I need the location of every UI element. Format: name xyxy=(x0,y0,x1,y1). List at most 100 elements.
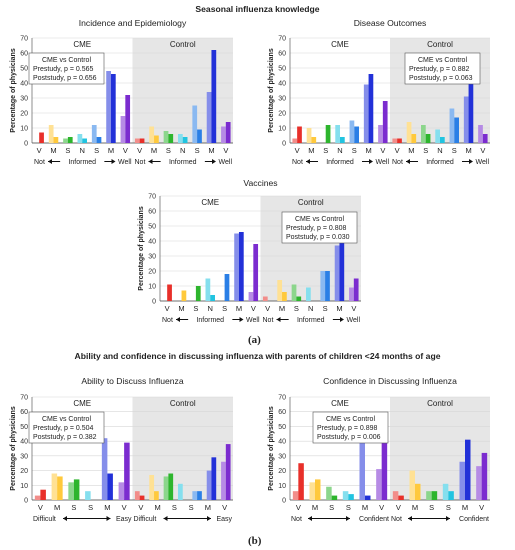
stats-header: CME vs Control xyxy=(42,57,91,64)
bar-poststudy xyxy=(211,50,217,143)
x-tick-label: M xyxy=(104,503,110,512)
bar-poststudy xyxy=(168,134,174,143)
bar-poststudy xyxy=(211,457,217,500)
group-label-control: Control xyxy=(427,399,453,408)
y-tick-label: 20 xyxy=(148,269,156,276)
x-tick-label: V xyxy=(479,503,484,512)
x-tick-label: M xyxy=(208,146,214,155)
stats-poststudy: Poststudy, p = 0.382 xyxy=(33,434,97,441)
bar-prestudy xyxy=(442,483,449,500)
x-tick-label: M xyxy=(365,146,371,155)
x-tick-label: S xyxy=(166,146,171,155)
axis-word-right: Well xyxy=(219,159,233,166)
bar-poststudy xyxy=(298,463,304,500)
x-tick-label: M xyxy=(236,304,242,313)
bar-prestudy xyxy=(134,138,140,143)
x-tick-label: S xyxy=(65,146,70,155)
x-tick-label: S xyxy=(71,503,76,512)
arrow-left-head xyxy=(163,516,168,521)
y-tick-label: 20 xyxy=(20,111,28,118)
bar-prestudy xyxy=(334,245,340,301)
x-tick-label: V xyxy=(37,146,42,155)
bar-prestudy xyxy=(85,491,91,500)
section-a-letter: (a) xyxy=(248,334,261,346)
group-label-control: Control xyxy=(170,399,196,408)
x-tick-label: N xyxy=(180,146,185,155)
chart-title: Disease Outcomes xyxy=(354,18,427,28)
chart-title: Vaccines xyxy=(243,178,277,188)
bar-prestudy xyxy=(349,120,355,143)
y-tick-label: 50 xyxy=(20,424,28,431)
bar-prestudy xyxy=(320,271,326,301)
y-tick-label: 20 xyxy=(278,111,286,118)
bar-prestudy xyxy=(248,292,254,301)
y-axis-label: Percentage of physicians xyxy=(138,206,145,291)
y-tick-label: 30 xyxy=(20,453,28,460)
bar-poststudy xyxy=(325,271,330,301)
axis-word-left: Not xyxy=(291,516,302,523)
bar-poststudy xyxy=(125,95,131,143)
y-tick-label: 50 xyxy=(148,224,156,231)
group-label-control: Control xyxy=(170,40,196,49)
bar-poststudy xyxy=(82,138,87,143)
y-tick-label: 10 xyxy=(278,126,286,133)
x-tick-label: S xyxy=(193,304,198,313)
axis-word-left: Not xyxy=(162,317,173,324)
bar-poststudy xyxy=(297,126,302,143)
x-tick-label: M xyxy=(362,503,368,512)
y-tick-label: 10 xyxy=(148,284,156,291)
arrow-left-head xyxy=(48,159,52,164)
bar-poststudy xyxy=(210,295,215,301)
x-tick-label: M xyxy=(54,503,60,512)
bar-prestudy xyxy=(163,476,169,500)
x-tick-label: V xyxy=(138,503,143,512)
x-tick-label: V xyxy=(122,503,127,512)
bar-poststudy xyxy=(398,495,404,500)
arrow-right-head xyxy=(369,159,373,164)
y-tick-label: 20 xyxy=(20,468,28,475)
x-tick-label: M xyxy=(279,304,285,313)
x-tick-label: V xyxy=(480,146,485,155)
axis-word-left: Not xyxy=(34,159,45,166)
bar-prestudy xyxy=(234,233,239,301)
bar-prestudy xyxy=(134,491,140,500)
stats-box xyxy=(28,52,105,85)
arrow-left-head xyxy=(148,159,153,164)
axis-word-mid: Informed xyxy=(297,317,325,324)
stats-header: CME vs Control xyxy=(42,416,91,423)
bar-prestudy xyxy=(63,138,68,143)
y-tick-label: 30 xyxy=(278,453,286,460)
x-tick-label: N xyxy=(80,146,85,155)
axis-word-left: Not xyxy=(135,159,146,166)
bar-prestudy xyxy=(306,287,311,301)
arrow-right-head xyxy=(239,317,244,322)
chart-3: 0 10 20 30 40 50 60 70 Vaccines Percentage of phy… xyxy=(138,178,361,324)
bar-prestudy xyxy=(51,473,58,500)
x-tick-label: V xyxy=(251,304,256,313)
group-label-control: Control xyxy=(298,198,324,207)
x-tick-label: V xyxy=(295,146,300,155)
y-axis-label: Percentage of physicians xyxy=(10,48,17,133)
bar-poststudy xyxy=(40,489,46,500)
x-tick-label: V xyxy=(265,304,270,313)
y-tick-label: 10 xyxy=(278,483,286,490)
x-tick-label: S xyxy=(429,503,434,512)
section-b-title: Ability and confidence in discussing inf… xyxy=(74,351,441,361)
axis-word-right: Well xyxy=(118,159,132,166)
x-tick-label: M xyxy=(412,503,418,512)
stats-poststudy: Poststudy, p = 0.006 xyxy=(317,434,381,441)
x-tick-label: S xyxy=(423,146,428,155)
y-tick-label: 70 xyxy=(20,36,28,43)
bar-prestudy xyxy=(459,461,465,500)
bar-poststudy xyxy=(348,494,354,500)
axis-word-left: Difficult xyxy=(33,516,56,523)
x-tick-label: V xyxy=(380,146,385,155)
bar-prestudy xyxy=(421,125,426,143)
bar-poststudy xyxy=(354,126,359,143)
bar-poststudy xyxy=(67,137,73,143)
x-tick-label: S xyxy=(94,146,99,155)
bar-poststudy xyxy=(482,134,488,143)
x-tick-label: N xyxy=(308,304,313,313)
stats-box xyxy=(312,411,389,444)
